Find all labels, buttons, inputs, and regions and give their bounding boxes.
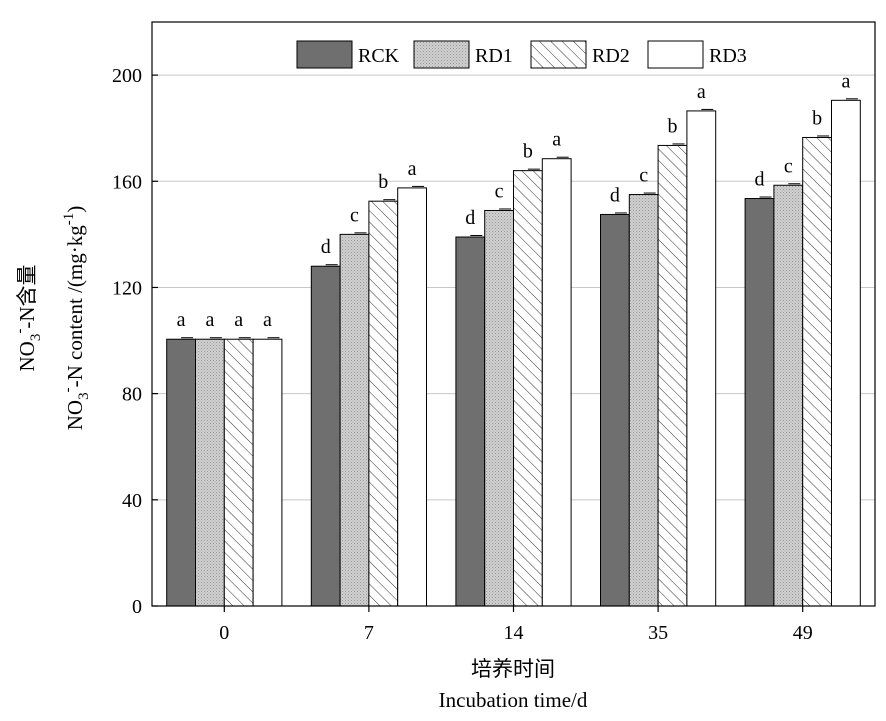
y-tick-label: 200 [112,65,142,87]
x-axis-title-en: Incubation time/d [439,688,588,712]
legend-swatch-rd1 [413,40,470,69]
legend-label-rd3: RD3 [709,45,747,67]
y-axis-title-cn: NO3--N含量 [12,264,44,371]
bar-rd3-0 [252,338,283,607]
x-tick-label: 49 [793,622,813,644]
y-tick-label: 80 [122,384,142,406]
significance-letter: d [755,169,765,191]
significance-letter: c [495,180,504,202]
significance-letter: a [841,70,850,92]
x-tick-label: 0 [219,622,229,644]
significance-letter: b [812,107,822,129]
significance-letter: a [697,81,706,103]
bar-rd2-35 [657,144,688,607]
significance-letter: a [408,158,417,180]
legend-label-rd2: RD2 [592,45,630,67]
y-tick-label: 0 [132,596,142,618]
x-axis-title-cn: 培养时间 [471,657,555,681]
x-tick-label: 7 [364,622,374,644]
y-tick-label: 40 [122,490,142,512]
legend-swatch-rd3 [647,40,704,69]
significance-letter: c [350,204,359,226]
bar-rd3-7 [397,187,428,607]
significance-letter: c [639,165,648,187]
x-tick-label: 35 [648,622,668,644]
bar-rck-14 [455,236,486,607]
significance-letter: a [205,309,214,331]
significance-letter: a [263,309,272,331]
bar-rd1-49 [773,184,804,607]
y-axis-title-en: NO3--N content /(mg·kg-1) [60,206,92,430]
bar-rd2-49 [802,136,833,607]
significance-letter: d [610,184,620,206]
bar-rck-35 [600,213,630,607]
significance-letter: a [177,309,186,331]
bar-rd1-35 [628,194,659,607]
bar-rd2-14 [513,170,543,607]
bar-rck-7 [310,265,341,607]
x-axis: 0 7 14 35 49 [219,606,813,644]
legend-swatch-rd2 [530,40,587,69]
bar-rd2-7 [368,200,399,607]
significance-letter: b [523,141,533,163]
bar-rd3-14 [541,158,572,607]
significance-letter: d [321,236,331,258]
significance-letter: a [552,129,561,151]
bar-rd3-35 [686,110,717,607]
significance-letter: d [465,207,475,229]
significance-letter: b [668,115,678,137]
legend-swatch-rck [296,40,353,69]
legend: RCK RD1 RD2 RD3 [296,40,747,69]
legend-label-rd1: RD1 [475,45,513,67]
legend-label-rck: RCK [358,45,400,67]
bar-rd2-0 [223,338,254,607]
significance-letter: c [784,155,793,177]
significance-letter: a [234,309,243,331]
bar-rd1-0 [195,338,225,607]
y-axis: 0 40 80 120 160 200 [112,65,158,618]
y-tick-label: 120 [112,277,142,299]
bar-rd1-7 [339,233,370,607]
bar-rd3-49 [831,99,861,607]
significance-letter: b [378,171,388,193]
y-tick-label: 160 [112,171,142,193]
bar-rd1-14 [484,209,515,607]
bar-rck-49 [744,198,775,607]
bar-rck-0 [166,338,196,607]
x-tick-label: 14 [504,622,524,644]
